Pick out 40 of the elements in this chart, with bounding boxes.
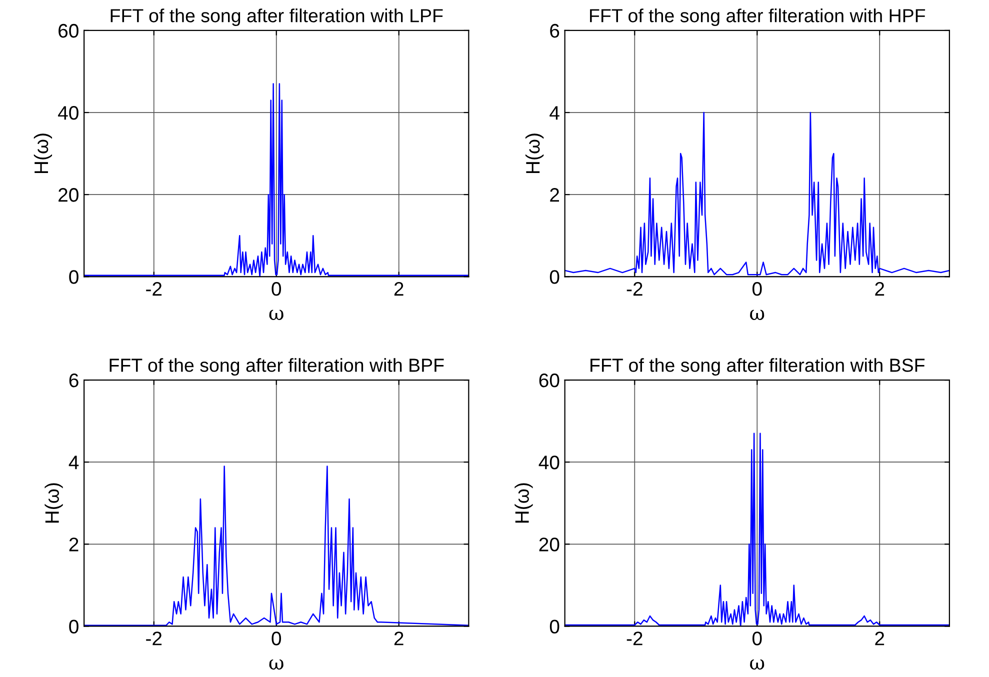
x-tick-label: 0 — [752, 632, 762, 646]
x-tick-label: 2 — [875, 632, 884, 646]
x-tick-label: 0 — [272, 632, 282, 646]
x-axis-title: ω — [750, 659, 764, 670]
chart-title: FFT of the song after filteration with BSF — [590, 358, 925, 376]
x-tick-label: 0 — [272, 282, 282, 296]
x-tick-label: -2 — [626, 632, 642, 646]
y-tick-label: 40 — [58, 106, 78, 120]
y-tick-label: 60 — [539, 374, 560, 388]
y-axis-title: H(ω) — [514, 483, 533, 523]
y-tick-label: 6 — [550, 24, 560, 38]
x-tick-label: 0 — [752, 282, 762, 296]
x-tick-label: 2 — [875, 282, 884, 296]
y-tick-label: 4 — [68, 456, 79, 470]
x-tick-label: 2 — [394, 282, 404, 296]
x-tick-label: 2 — [394, 632, 404, 646]
chart-title: FFT of the song after filteration with LPF — [110, 8, 443, 26]
y-axis-title: H(ω) — [525, 134, 544, 174]
y-tick-label: 4 — [550, 106, 560, 120]
y-tick-label: 40 — [538, 456, 560, 470]
y-tick-label: 0 — [550, 270, 560, 284]
y-tick-label: 20 — [539, 538, 560, 552]
chart-title: FFT of the song after filteration with HPF — [590, 8, 926, 26]
y-axis-title: H(ω) — [44, 483, 63, 523]
x-axis-title: ω — [269, 659, 284, 670]
y-tick-label: 0 — [69, 620, 78, 634]
y-axis-title: H(ω) — [34, 134, 52, 174]
y-tick-label: 20 — [58, 188, 78, 202]
x-tick-label: -2 — [146, 282, 162, 296]
y-tick-label: 0 — [69, 270, 78, 284]
x-axis-title: ω — [750, 310, 764, 320]
x-tick-label: -2 — [146, 632, 162, 646]
y-tick-label: 2 — [69, 538, 78, 552]
x-tick-label: -2 — [626, 282, 642, 296]
y-tick-label: 6 — [69, 374, 78, 388]
y-tick-label: 0 — [550, 620, 560, 634]
x-axis-title: ω — [269, 310, 284, 320]
chart-title: FFT of the song after filteration with BPF — [110, 358, 444, 376]
y-tick-label: 2 — [550, 188, 559, 202]
y-tick-label: 60 — [58, 24, 78, 38]
